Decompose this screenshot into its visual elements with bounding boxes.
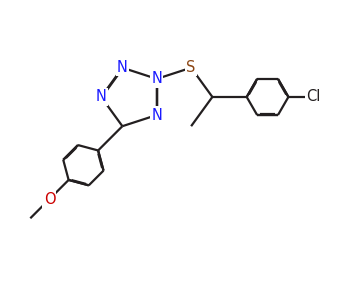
Text: N: N [151,108,162,122]
Text: S: S [186,60,196,75]
Text: N: N [96,90,107,104]
Text: N: N [151,72,162,86]
Text: N: N [117,60,128,75]
Text: O: O [44,192,55,206]
Text: Cl: Cl [307,90,321,104]
